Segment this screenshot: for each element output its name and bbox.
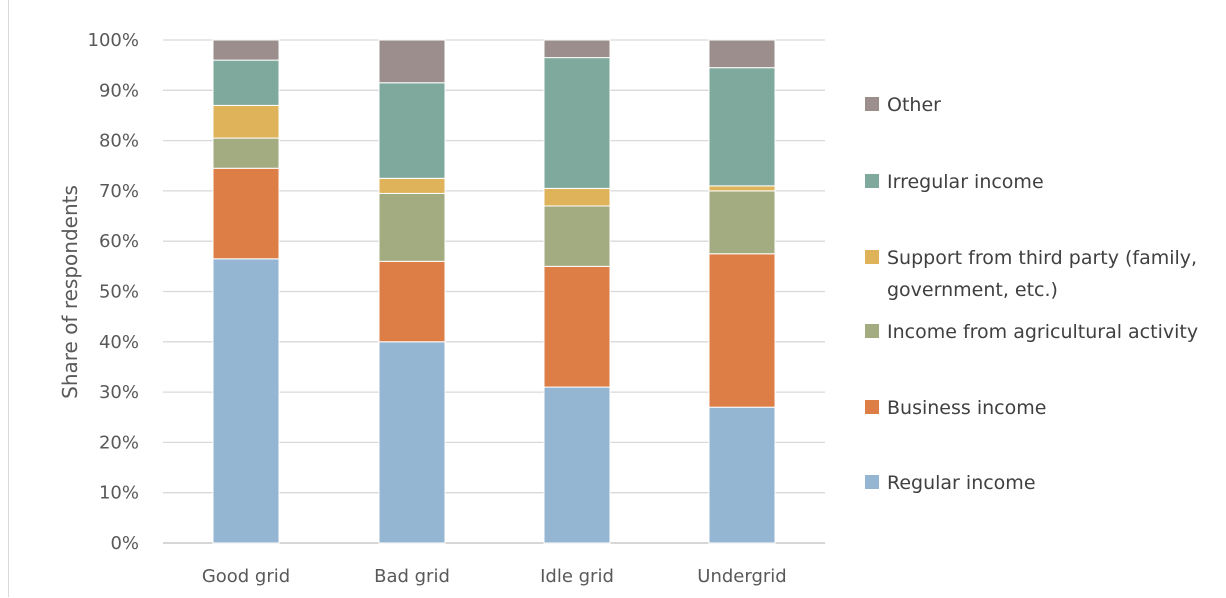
bar-segment xyxy=(708,39,776,69)
bar-segment xyxy=(543,265,611,388)
bar-segment xyxy=(378,260,446,343)
legend-label: Regular income xyxy=(887,472,1036,494)
bar-segment xyxy=(378,177,446,194)
y-tick-label: 40% xyxy=(99,332,139,353)
y-tick-label: 0% xyxy=(110,533,139,554)
y-tick-label: 20% xyxy=(99,432,139,453)
bar-segment xyxy=(212,167,280,260)
bar-segment xyxy=(708,67,776,187)
y-tick-label: 30% xyxy=(99,382,139,403)
bar-segment xyxy=(708,253,776,408)
x-axis-ticks: Good grid Bad grid Idle grid Undergrid xyxy=(202,566,787,587)
bar-segment xyxy=(378,341,446,544)
y-tick-label: 100% xyxy=(88,30,139,51)
bar-segment xyxy=(212,104,280,139)
y-tick-label: 10% xyxy=(99,483,139,504)
bar-segment xyxy=(543,57,611,189)
y-axis-label: Share of respondents xyxy=(58,185,82,399)
bar-segment xyxy=(708,406,776,544)
stacked-bar-chart: 0% 10% 20% 30% 40% 50% 60% 70% 80% 90% 100% Share … xyxy=(58,30,1198,587)
bars xyxy=(212,39,776,544)
y-tick-label: 90% xyxy=(99,80,139,101)
bar-segment xyxy=(543,39,611,59)
legend-swatch xyxy=(865,97,879,111)
legend-label: Support from third party (family, governm… xyxy=(887,247,1197,301)
bar-segment xyxy=(543,187,611,207)
legend: Other Irregular income Support from third … xyxy=(865,94,1198,494)
chart-frame: 0% 10% 20% 30% 40% 50% 60% 70% 80% 90% 100% Share … xyxy=(8,0,1226,597)
legend-label: Business income xyxy=(887,397,1046,419)
legend-swatch xyxy=(865,475,879,489)
bar-segment xyxy=(378,82,446,179)
bar-segment xyxy=(378,192,446,262)
x-tick-label: Bad grid xyxy=(374,566,450,587)
bar-segment xyxy=(543,205,611,267)
bar-segment xyxy=(378,39,446,84)
bar-segment xyxy=(708,190,776,255)
legend-label: Other xyxy=(887,94,941,116)
legend-label: Income from agricultural activity xyxy=(887,321,1198,343)
y-tick-label: 80% xyxy=(99,131,139,152)
x-tick-label: Undergrid xyxy=(697,566,786,587)
legend-swatch xyxy=(865,324,879,338)
legend-swatch xyxy=(865,400,879,414)
legend-label: Irregular income xyxy=(887,171,1044,193)
bar-segment xyxy=(212,59,280,106)
y-tick-label: 70% xyxy=(99,181,139,202)
legend-swatch xyxy=(865,174,879,188)
bar-segment xyxy=(212,258,280,544)
bar-segment xyxy=(543,386,611,544)
y-tick-label: 60% xyxy=(99,231,139,252)
x-tick-label: Idle grid xyxy=(540,566,614,587)
bar-segment xyxy=(212,39,280,61)
y-axis-ticks: 0% 10% 20% 30% 40% 50% 60% 70% 80% 90% 100% xyxy=(88,30,139,554)
y-tick-label: 50% xyxy=(99,282,139,303)
bar-segment xyxy=(708,185,776,192)
x-tick-label: Good grid xyxy=(202,566,290,587)
bar-segment xyxy=(212,137,280,169)
legend-swatch xyxy=(865,250,879,264)
